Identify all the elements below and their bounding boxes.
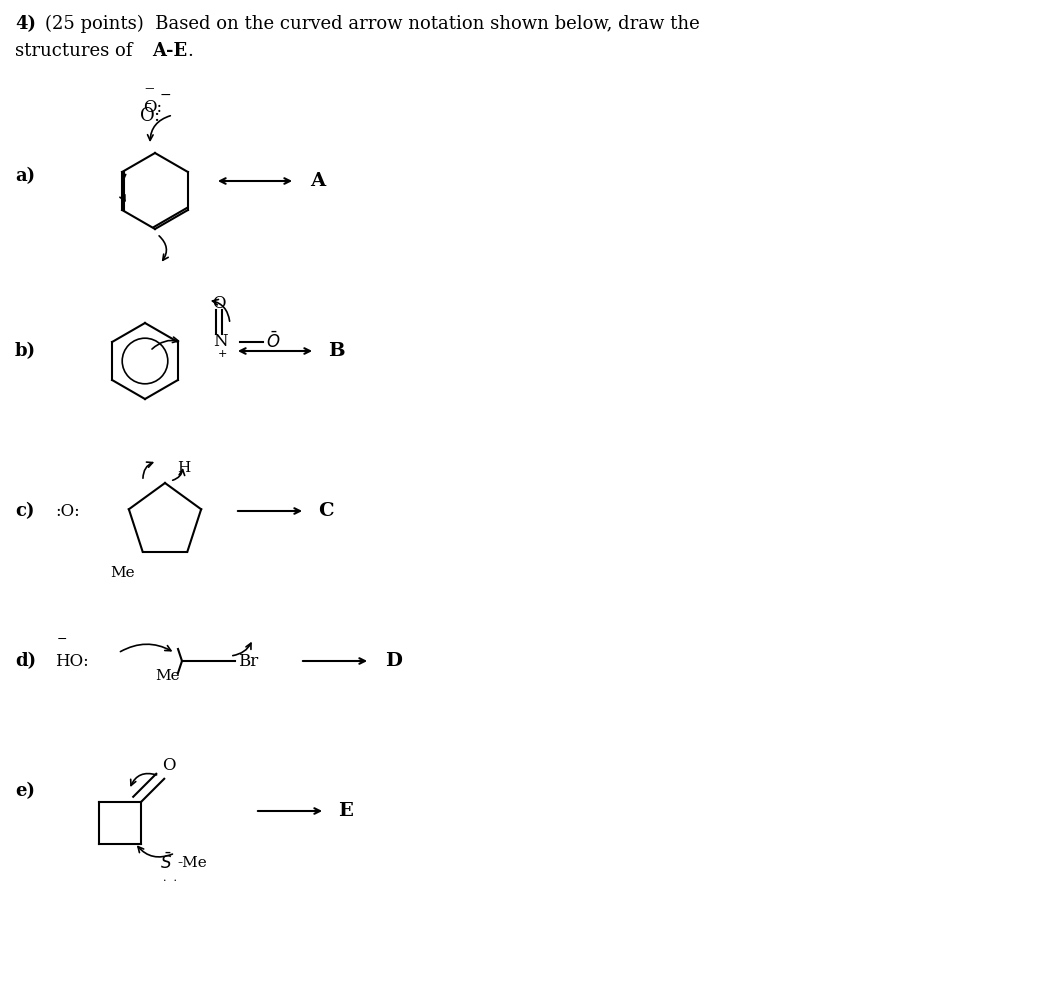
Text: structures of: structures of bbox=[15, 42, 138, 60]
Text: E: E bbox=[338, 802, 353, 820]
Text: C: C bbox=[318, 502, 333, 520]
Text: +: + bbox=[218, 349, 227, 359]
Text: −: − bbox=[159, 88, 171, 102]
Text: $\bar{O}$: $\bar{O}$ bbox=[266, 332, 280, 353]
Text: d): d) bbox=[15, 652, 36, 670]
Text: (25 points)  Based on the curved arrow notation shown below, draw the: (25 points) Based on the curved arrow no… bbox=[45, 15, 700, 33]
Text: e): e) bbox=[15, 782, 35, 800]
Text: B: B bbox=[328, 342, 345, 360]
Text: O: O bbox=[162, 757, 176, 774]
Text: -Me: -Me bbox=[177, 856, 207, 870]
Text: Me: Me bbox=[155, 669, 179, 683]
Text: −: − bbox=[57, 632, 68, 645]
Text: A: A bbox=[310, 172, 325, 190]
Text: H: H bbox=[177, 461, 190, 475]
Text: A-E: A-E bbox=[152, 42, 187, 60]
Text: O:: O: bbox=[143, 100, 162, 117]
Text: c): c) bbox=[15, 502, 35, 520]
Text: D: D bbox=[385, 652, 402, 670]
Text: :O:: :O: bbox=[55, 503, 80, 520]
Text: Br: Br bbox=[238, 652, 258, 669]
Text: .: . bbox=[187, 42, 193, 60]
Text: O: O bbox=[212, 296, 226, 313]
Text: .  .: . . bbox=[163, 873, 177, 883]
Text: $\bar{S}$: $\bar{S}$ bbox=[160, 853, 172, 873]
Text: a): a) bbox=[15, 167, 35, 185]
Text: 4): 4) bbox=[15, 15, 36, 33]
Text: HO:: HO: bbox=[55, 652, 89, 669]
Text: Me: Me bbox=[110, 566, 135, 580]
Text: N: N bbox=[213, 334, 227, 351]
Text: $\mathdefault{\bar{O}}$:: $\mathdefault{\bar{O}}$: bbox=[139, 105, 160, 125]
Text: b): b) bbox=[15, 342, 36, 360]
